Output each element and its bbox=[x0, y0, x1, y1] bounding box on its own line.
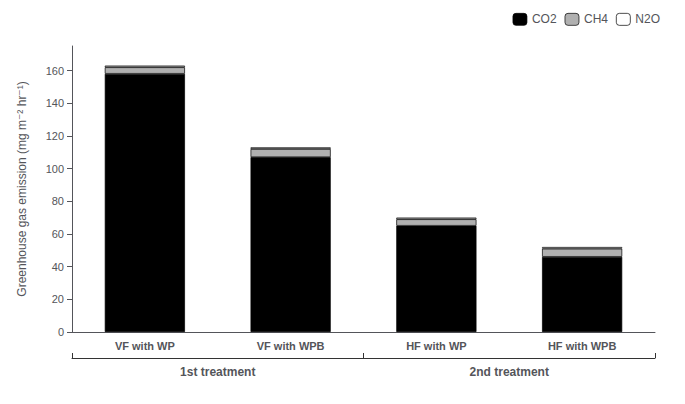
svg-text:CH4: CH4 bbox=[584, 12, 608, 26]
svg-text:2nd treatment: 2nd treatment bbox=[470, 365, 549, 379]
svg-text:Greenhouse gas emission (mg m⁻: Greenhouse gas emission (mg m⁻² hr⁻¹) bbox=[15, 81, 29, 296]
svg-text:40: 40 bbox=[52, 261, 64, 273]
svg-text:100: 100 bbox=[46, 163, 64, 175]
svg-text:120: 120 bbox=[46, 130, 64, 142]
svg-text:HF with WP: HF with WP bbox=[406, 340, 467, 352]
svg-text:N2O: N2O bbox=[635, 12, 660, 26]
svg-text:VF with WP: VF with WP bbox=[115, 340, 175, 352]
svg-text:140: 140 bbox=[46, 97, 64, 109]
svg-text:20: 20 bbox=[52, 293, 64, 305]
svg-text:CO2: CO2 bbox=[532, 12, 557, 26]
svg-text:HF with WPB: HF with WPB bbox=[548, 340, 616, 352]
svg-text:80: 80 bbox=[52, 195, 64, 207]
svg-text:160: 160 bbox=[46, 65, 64, 77]
svg-text:0: 0 bbox=[58, 326, 64, 338]
svg-text:1st treatment: 1st treatment bbox=[180, 365, 255, 379]
svg-text:VF with WPB: VF with WPB bbox=[257, 340, 325, 352]
svg-text:60: 60 bbox=[52, 228, 64, 240]
